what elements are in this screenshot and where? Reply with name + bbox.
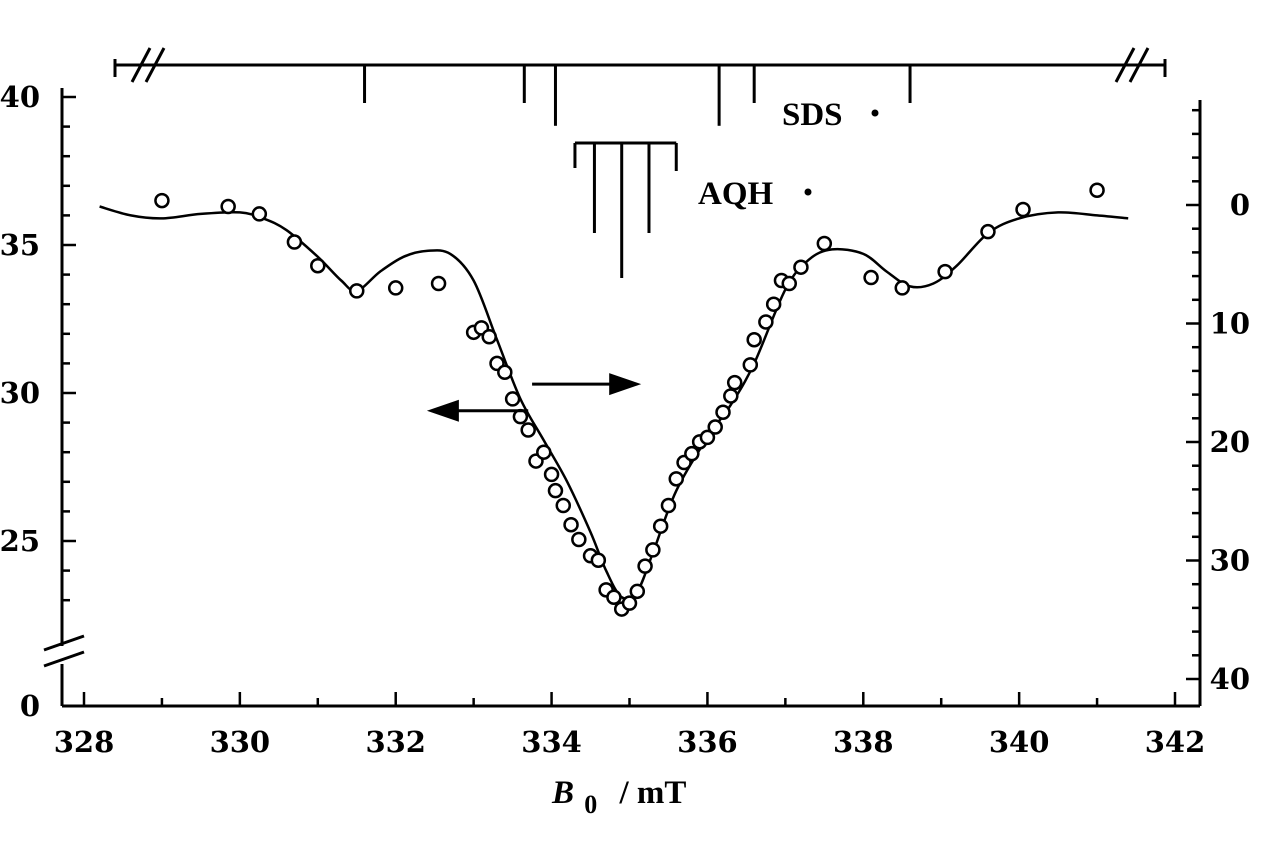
left-tick-label: 25 — [0, 524, 40, 558]
left-tick-label: 30 — [0, 376, 40, 410]
fit-curve-layer — [99, 205, 1129, 601]
fit-curve — [99, 205, 1129, 601]
data-point — [349, 283, 365, 299]
data-point — [555, 497, 572, 514]
spine-break-left-1 — [130, 47, 152, 83]
data-point — [793, 259, 809, 275]
data-point — [668, 471, 685, 487]
data-point — [684, 445, 700, 462]
data-point — [637, 558, 653, 574]
data-point — [154, 192, 170, 209]
data-point — [571, 531, 587, 548]
aqh-radical-dot — [804, 188, 812, 196]
x-tick-label: 328 — [54, 725, 115, 759]
data-point — [645, 542, 661, 558]
data-point — [481, 329, 497, 345]
left-tick-label: 40 — [0, 80, 40, 114]
right-tick-label: 40 — [1210, 662, 1250, 696]
data-point — [629, 583, 646, 600]
data-point — [715, 404, 731, 420]
data-point — [980, 223, 996, 240]
x-axis-subscript: 0 — [584, 790, 597, 819]
spine-break-left-2 — [144, 47, 166, 83]
chart-frame — [43, 88, 1202, 708]
data-point — [726, 374, 743, 391]
data-point — [286, 234, 303, 250]
data-point — [660, 497, 677, 514]
data-point — [590, 552, 607, 568]
aqh-label: AQH — [698, 176, 774, 212]
data-point — [765, 296, 782, 312]
x-tick-label: 340 — [989, 725, 1050, 759]
data-point — [543, 466, 560, 483]
data-point — [894, 280, 910, 296]
left-arrow-head — [426, 399, 459, 422]
data-point — [497, 364, 513, 381]
tick-labels: 328 330 332 334 336 338 340 342 0 25 30 35 40 0 10 20 30… — [0, 80, 1250, 759]
x-axis-title: B 0 / mT — [551, 775, 686, 821]
data-point — [220, 198, 236, 215]
x-tick-label: 332 — [365, 725, 426, 759]
left-tick-label: 0 — [20, 689, 40, 723]
data-point — [251, 206, 268, 222]
right-arrow-head — [609, 373, 642, 396]
data-point — [621, 595, 638, 611]
sds-radical-dot — [871, 109, 879, 117]
data-point — [816, 235, 833, 252]
data-point — [746, 331, 762, 348]
data-point — [563, 516, 579, 533]
x-tick-label: 342 — [1145, 725, 1206, 759]
x-axis-unit: / mT — [619, 775, 687, 811]
data-point — [536, 444, 552, 460]
spine-break-right-2 — [1128, 47, 1150, 83]
data-points-layer — [154, 182, 1105, 617]
data-point — [723, 388, 739, 404]
data-point — [387, 280, 404, 296]
data-point — [742, 357, 759, 373]
x-tick-label: 334 — [521, 725, 582, 759]
x-tick-label: 338 — [833, 725, 894, 759]
data-point — [1089, 182, 1105, 198]
x-tick-label: 330 — [210, 725, 271, 759]
axis-arrows — [426, 373, 642, 422]
right-tick-label: 20 — [1210, 425, 1250, 459]
left-axis-break-mark-1 — [43, 634, 85, 652]
x-axis-symbol: B — [551, 775, 574, 811]
data-point — [652, 518, 669, 534]
x-tick-label: 336 — [677, 725, 738, 759]
data-point — [863, 269, 879, 286]
data-point — [520, 422, 536, 438]
right-tick-label: 30 — [1210, 544, 1250, 578]
data-point — [504, 391, 521, 407]
data-point — [758, 314, 774, 330]
data-point — [781, 275, 798, 292]
data-point — [699, 429, 716, 446]
data-point — [606, 589, 622, 605]
right-tick-label: 0 — [1230, 188, 1250, 222]
data-point — [937, 263, 953, 280]
left-tick-label: 35 — [0, 228, 40, 262]
data-point — [1015, 201, 1031, 218]
data-point — [310, 257, 326, 274]
left-axis-break-mark-2 — [43, 650, 85, 668]
data-point — [707, 419, 723, 435]
right-tick-label: 10 — [1210, 307, 1250, 341]
spine-break-right-1 — [1114, 47, 1136, 83]
sds-label: SDS — [782, 97, 843, 133]
data-point — [547, 482, 564, 499]
stick-spectrum — [113, 47, 1167, 278]
data-point — [430, 275, 447, 292]
